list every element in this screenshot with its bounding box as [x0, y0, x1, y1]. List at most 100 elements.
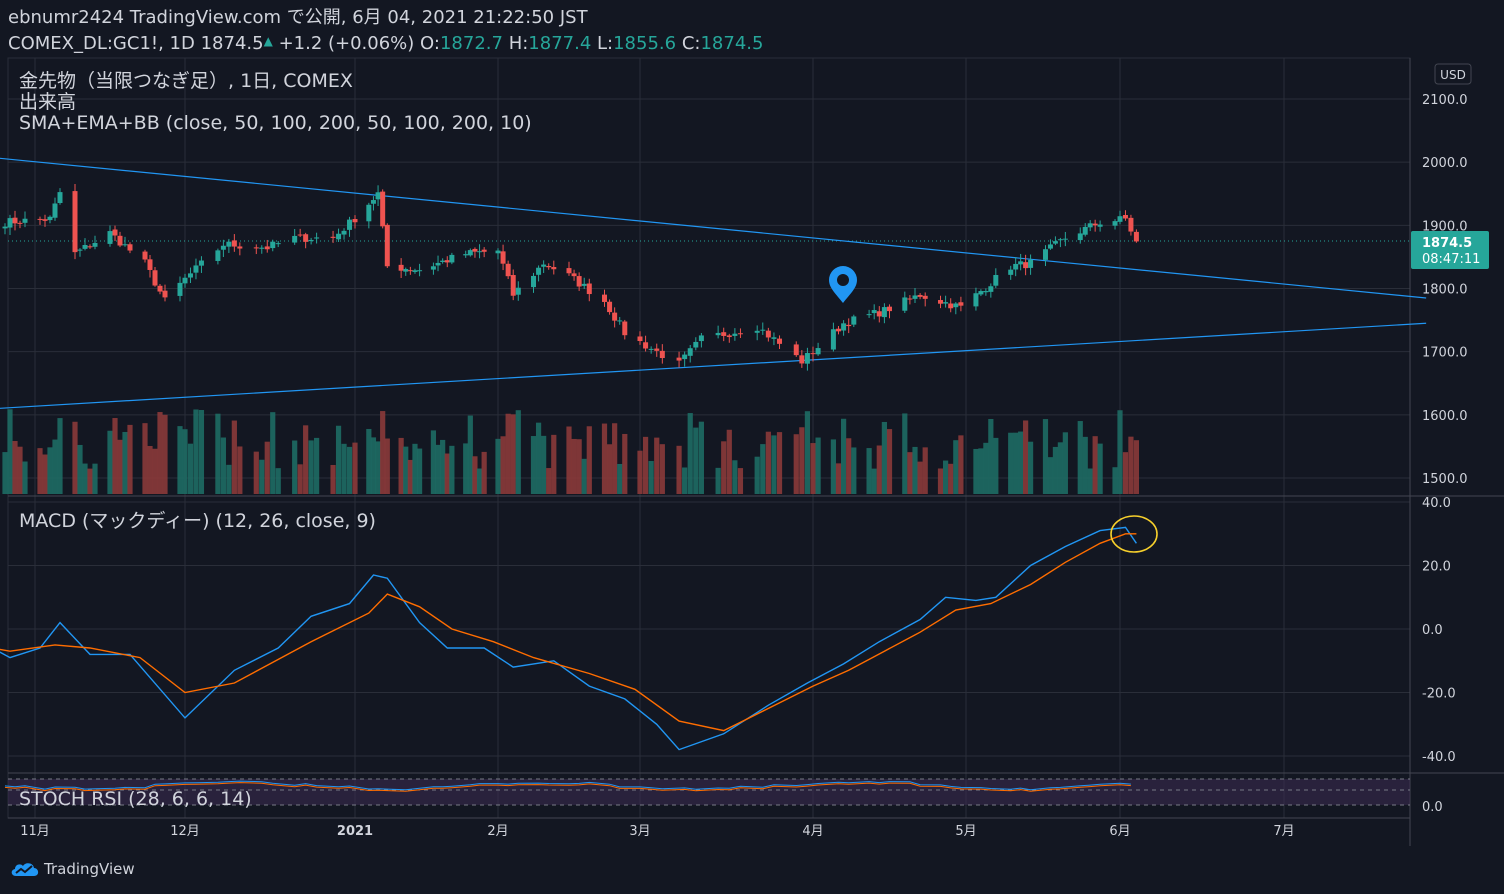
price-tick-label: 2100.0 — [1422, 93, 1468, 108]
volume-bar — [449, 445, 455, 494]
legend-title[interactable]: 金先物（当限つなぎ足）, 1日, COMEX — [19, 70, 353, 92]
candle-body — [912, 295, 918, 299]
brand-logo[interactable]: TradingView — [10, 860, 135, 878]
currency-badge[interactable]: USD — [1434, 63, 1472, 85]
symbol[interactable]: COMEX_DL:GC1!, 1D — [8, 33, 195, 54]
candle-body — [810, 353, 816, 355]
volume-bar — [546, 468, 552, 494]
candle-body — [1077, 233, 1083, 241]
volume-bar — [147, 445, 153, 494]
stoch-rsi-pane — [4, 778, 1410, 806]
volume-bar — [7, 409, 13, 494]
candle-body — [177, 282, 183, 296]
volume-bar — [871, 468, 877, 494]
candle-body — [643, 342, 649, 349]
volume-bar — [1112, 467, 1118, 494]
volume-bar — [398, 437, 404, 494]
macd-label[interactable]: MACD (マックディー) (12, 26, close, 9) — [19, 510, 376, 532]
candle-body — [887, 306, 892, 312]
volume-bar — [1057, 442, 1063, 494]
candle-body — [1117, 216, 1123, 222]
candle-body — [541, 264, 547, 267]
volume-bar — [1128, 436, 1134, 494]
candle-body — [463, 254, 469, 256]
volume-bar — [815, 437, 821, 494]
volume-bar — [2, 452, 8, 494]
macd-tick-label: -20.0 — [1422, 687, 1456, 702]
volume-bar — [1042, 419, 1049, 494]
time-tick-label: 4月 — [802, 824, 823, 839]
candle-body — [943, 302, 949, 304]
volume-bar — [886, 429, 893, 494]
candle-body — [117, 235, 123, 246]
candle-body — [804, 353, 810, 364]
candle-body — [551, 267, 557, 270]
candle-body — [881, 307, 887, 318]
candle-body — [698, 335, 704, 342]
stoch-rsi-label[interactable]: STOCH RSI (28, 6, 6, 14) — [19, 788, 252, 810]
volume-bar — [881, 421, 887, 494]
volume-bar — [846, 438, 852, 494]
map-pin-icon[interactable] — [829, 266, 857, 303]
candle-body — [407, 270, 413, 272]
volume-bars — [2, 409, 1139, 494]
volume-bar — [983, 442, 989, 494]
candle-body — [1112, 221, 1118, 226]
trendlines[interactable] — [0, 156, 1427, 410]
time-tick-label: 2021 — [337, 824, 373, 839]
candle-body — [42, 219, 48, 221]
volume-bar — [472, 456, 478, 494]
volume-bar — [617, 463, 623, 494]
close-value: 1874.5 — [700, 33, 764, 54]
candle-body — [1013, 263, 1019, 270]
volume-bar — [943, 460, 949, 494]
candle-body — [576, 276, 582, 287]
volume-bar — [866, 448, 872, 494]
volume-bar — [771, 435, 777, 494]
volume-bar — [810, 443, 816, 494]
trendline-upper — [0, 157, 1427, 299]
volume-bar — [142, 423, 148, 494]
volume-bar — [259, 459, 265, 494]
volume-bar — [799, 427, 805, 494]
volume-bar — [601, 423, 608, 494]
volume-bar — [973, 448, 979, 494]
stoch-d-line — [4, 782, 1131, 792]
legend-volume[interactable]: 出来高 — [19, 91, 76, 113]
volume-bar — [112, 418, 118, 494]
candle-body — [1023, 262, 1029, 269]
macd-line-signal — [0, 533, 1137, 732]
high-label: H: — [508, 33, 529, 54]
volume-bar — [948, 463, 954, 494]
volume-bar — [541, 435, 547, 494]
candle-body — [122, 244, 128, 246]
candle-body — [836, 328, 841, 332]
candle-body — [47, 216, 53, 221]
volume-bar — [612, 423, 618, 494]
volume-bar — [659, 444, 665, 494]
candle-body — [938, 300, 943, 304]
legend-ma-bb[interactable]: SMA+EMA+BB (close, 50, 100, 200, 50, 100… — [19, 112, 532, 134]
volume-bar — [576, 439, 582, 494]
volume-bar — [162, 414, 168, 494]
volume-bar — [571, 438, 577, 494]
candle-body — [435, 262, 441, 266]
volume-bar — [726, 429, 732, 494]
high-value: 1877.4 — [528, 33, 592, 54]
volume-bar — [510, 414, 516, 494]
currency-label: USD — [1440, 68, 1466, 82]
candle-body — [92, 242, 98, 247]
last-price-value: 1874.5 — [1422, 236, 1472, 251]
candle-body — [347, 219, 353, 230]
up-arrow-icon: ▲ — [263, 34, 273, 48]
candle-body — [226, 241, 232, 247]
candle-body — [581, 283, 587, 286]
volume-bar — [292, 440, 298, 494]
candle-body — [1097, 224, 1103, 227]
volume-bar — [122, 431, 128, 494]
volume-bar — [187, 443, 194, 494]
chart-grid — [7, 57, 1504, 846]
candle-body — [259, 247, 265, 249]
candle-body — [953, 303, 959, 308]
